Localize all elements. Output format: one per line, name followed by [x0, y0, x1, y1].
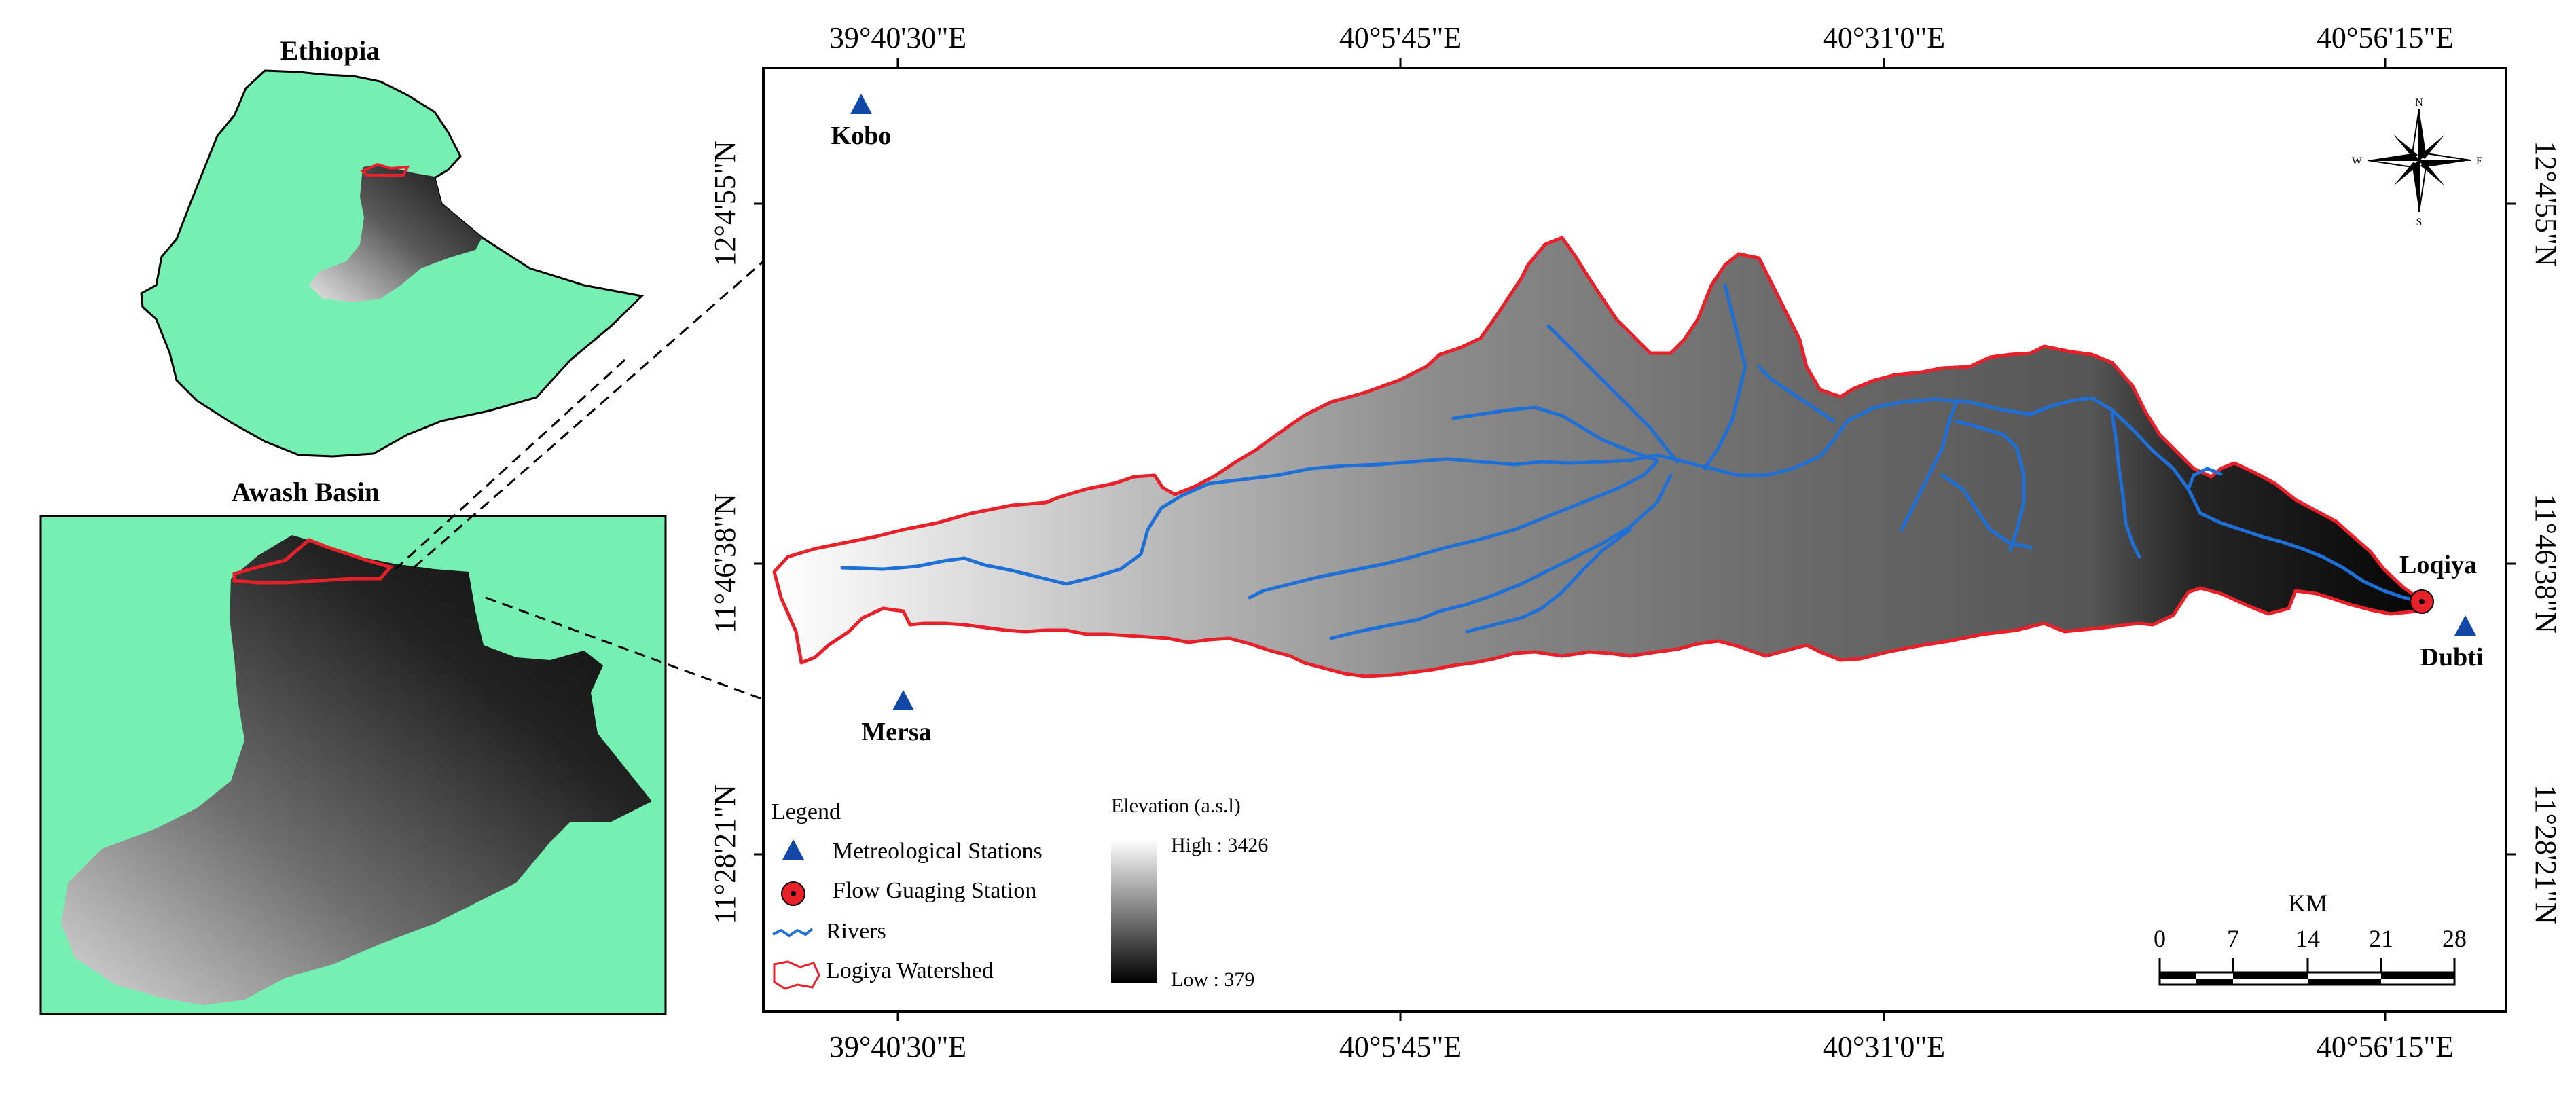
awash-basin-title: Awash Basin	[232, 477, 380, 507]
scale-tick-label: 21	[2369, 925, 2393, 952]
station-label: Dubti	[2420, 643, 2484, 672]
right-latitude-labels: 12°4'55"N 11°46'38"N 11°28'21"N	[2529, 141, 2562, 924]
station-mersa: Mersa	[861, 690, 932, 746]
graticule-ticks	[754, 58, 2516, 1021]
river-tributary	[1451, 405, 1659, 462]
main-map: 39°40'30"E 40°5'45"E 40°31'0"E 40°56'15"…	[708, 21, 2562, 1063]
compass-n-label: N	[2415, 97, 2423, 109]
lat-label-left: 11°46'38"N	[708, 494, 742, 634]
lat-label-right: 11°28'21"N	[2529, 784, 2562, 924]
river-network	[840, 283, 2424, 640]
ethiopia-inset: Ethiopia	[140, 35, 645, 458]
river-tributary	[1954, 419, 2026, 552]
legend-title: Legend	[772, 799, 841, 824]
lon-label-bottom: 40°5'45"E	[1339, 1030, 1462, 1063]
awash-basin-inset: Awash Basin	[39, 477, 667, 1015]
river-tributary	[1703, 283, 1747, 471]
scale-bar: KM 0 7 14 21 28	[2154, 890, 2467, 986]
lat-label-right: 11°46'38"N	[2529, 494, 2562, 634]
legend-item-watershed: Logiya Watershed	[826, 958, 994, 983]
legend-item-rivers: Rivers	[826, 919, 886, 944]
elevation-low-label: Low : 379	[1171, 968, 1254, 991]
river-tributary	[1248, 460, 1659, 600]
ethiopia-logiya-outline	[360, 162, 410, 177]
elevation-color-ramp	[1111, 839, 1157, 983]
gauge-loqiya: Loqiya	[2399, 551, 2477, 614]
elevation-legend: Elevation (a.s.l) High : 3426 Low : 379	[1111, 795, 1268, 991]
legend-station-icon	[782, 839, 804, 860]
river-tributary	[1940, 473, 2033, 549]
station-triangle-icon	[850, 94, 872, 114]
compass-s-label: S	[2416, 217, 2423, 228]
lon-label-top: 40°56'15"E	[2317, 21, 2454, 54]
legend-item-gauge: Flow Guaging Station	[833, 878, 1036, 903]
river-tributary	[1546, 324, 1680, 464]
north-arrow-compass: N S E W	[2352, 97, 2483, 228]
logiya-watershed-shape	[772, 236, 2424, 678]
legend-item-stations: Metreological Stations	[833, 839, 1042, 864]
elevation-high-label: High : 3426	[1171, 834, 1268, 856]
legend-watershed-icon	[773, 960, 820, 990]
scale-unit-label: KM	[2288, 890, 2327, 917]
scale-tick-label: 28	[2442, 925, 2467, 952]
station-label: Kobo	[831, 122, 892, 150]
map-legend: Legend Metreological Stations Flow Guagi…	[772, 799, 1042, 990]
awash-logiya-outline	[232, 538, 394, 585]
station-dubti: Dubti	[2420, 615, 2484, 672]
lon-label-top: 39°40'30"E	[829, 21, 966, 54]
river-tributary	[1329, 473, 1673, 640]
river-tributary	[2110, 412, 2141, 559]
lat-label-left: 12°4'55"N	[708, 141, 742, 266]
ethiopia-awash-basin-shape	[309, 164, 482, 302]
lon-label-bottom: 40°56'15"E	[2317, 1030, 2454, 1063]
station-triangle-icon	[2454, 615, 2476, 636]
bottom-longitude-labels: 39°40'30"E 40°5'45"E 40°31'0"E 40°56'15"…	[829, 1030, 2454, 1063]
top-longitude-labels: 39°40'30"E 40°5'45"E 40°31'0"E 40°56'15"…	[829, 21, 2454, 54]
lon-label-bottom: 40°31'0"E	[1823, 1030, 1945, 1063]
lat-label-right: 12°4'55"N	[2529, 141, 2562, 266]
compass-e-label: E	[2476, 156, 2483, 167]
river-main-channel	[840, 396, 2424, 604]
river-tributary	[2186, 467, 2223, 491]
compass-w-label: W	[2352, 156, 2363, 167]
ethiopia-title: Ethiopia	[280, 35, 380, 66]
lon-label-top: 40°31'0"E	[1823, 21, 1945, 54]
lon-label-top: 40°5'45"E	[1339, 21, 1462, 54]
legend-river-icon	[772, 928, 814, 938]
gauge-label: Loqiya	[2399, 551, 2477, 579]
awash-basin-shape	[61, 535, 652, 1005]
river-tributary	[1900, 401, 1958, 532]
lat-label-left: 11°28'21"N	[708, 784, 742, 924]
lon-label-bottom: 39°40'30"E	[829, 1030, 966, 1063]
inset-connector-lines	[393, 260, 764, 701]
river-tributary	[1465, 528, 1632, 634]
elevation-legend-title: Elevation (a.s.l)	[1111, 795, 1241, 817]
river-tributary	[1757, 365, 1836, 423]
scale-tick-label: 14	[2296, 925, 2320, 952]
station-triangle-icon	[892, 690, 914, 710]
left-latitude-labels: 12°4'55"N 11°46'38"N 11°28'21"N	[708, 141, 742, 924]
scale-tick-label: 7	[2227, 925, 2239, 952]
scale-tick-label: 0	[2154, 925, 2166, 952]
station-label: Mersa	[861, 718, 931, 746]
station-kobo: Kobo	[831, 94, 892, 150]
